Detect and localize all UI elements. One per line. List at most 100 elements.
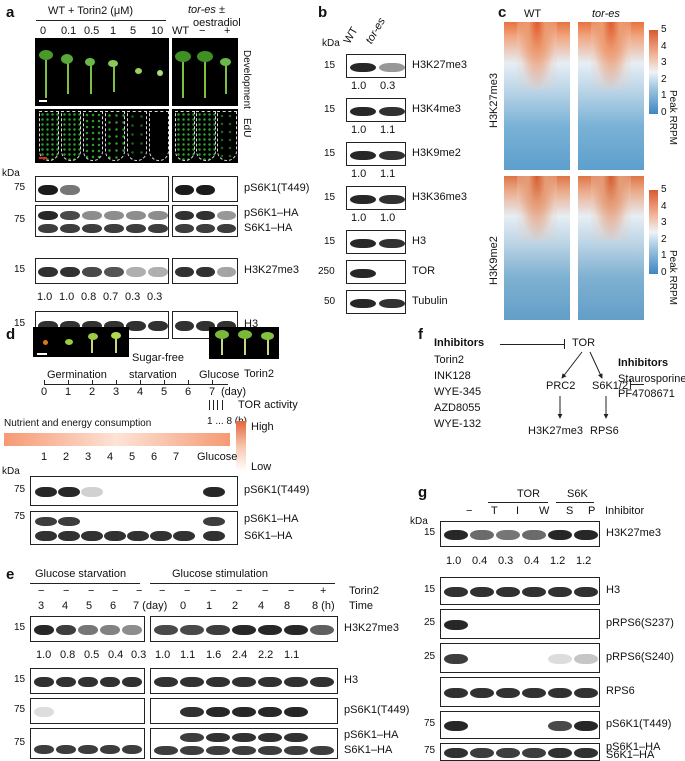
b-value: 1.0: [351, 168, 367, 180]
e-blot-box-left: [30, 728, 145, 759]
g-blot-label: pS6K1(T449): [606, 718, 672, 730]
e-time-label: Time: [349, 600, 374, 612]
b-blot-label: H3K9me2: [412, 147, 461, 159]
e-band: [56, 625, 76, 635]
a-blot-box-left: [35, 205, 169, 237]
e-h3k27-value: 2.2: [258, 649, 274, 661]
g-lane-label: P: [588, 505, 596, 517]
a-band-upper: [82, 211, 102, 220]
e-time-label: 8 (h): [312, 600, 335, 612]
e-h3k27-value: 1.0: [155, 649, 171, 661]
a-mw-label: 15: [14, 318, 26, 329]
g-mw-label: 75: [424, 745, 436, 756]
e-time-label: 3: [38, 600, 45, 612]
e-band-lower: [180, 746, 204, 755]
a-blot-label: pS6K1(T449): [244, 182, 310, 194]
d-mw-label: 75: [14, 511, 26, 522]
d-kda: kDa: [2, 466, 20, 477]
f-arrows: [561, 351, 603, 379]
e-time-label: 6: [110, 600, 117, 612]
a-band: [217, 267, 236, 277]
g-mw-label: 25: [424, 651, 436, 662]
g-band: [496, 748, 520, 758]
panel-label-f: f: [418, 326, 423, 343]
b-value: 1.0: [351, 212, 367, 224]
b-blot-box: [346, 98, 406, 122]
e-band-lower: [284, 746, 308, 755]
a-h3k27-value: 0.3: [147, 291, 163, 303]
f-rps6: RPS6: [590, 425, 619, 437]
e-torin-sign: −: [210, 585, 217, 597]
b-band: [379, 299, 405, 308]
g-h3k27-value: 1.2: [576, 555, 592, 567]
panel-label-g: g: [418, 484, 428, 501]
e-band: [258, 707, 282, 717]
e-mw-label: 15: [14, 674, 26, 685]
a-band-upper: [148, 211, 168, 220]
e-mw-label: 15: [14, 622, 26, 633]
d-band-lower: [81, 531, 103, 541]
g-h3k27-value: 0.3: [498, 555, 514, 567]
e-torin-sign: +: [320, 585, 327, 597]
g-blot-box: [440, 711, 600, 739]
a-band-upper: [175, 211, 194, 220]
c-heatmap-wt-h3k9me2: [504, 176, 570, 320]
e-band: [56, 677, 76, 687]
a-band-lower: [217, 224, 236, 233]
a-band-upper: [217, 211, 236, 220]
d-band-lower: [35, 531, 57, 541]
d-band-lower: [150, 531, 172, 541]
e-torin-sign: −: [112, 585, 119, 597]
e-band: [232, 625, 256, 635]
a-band-lower: [82, 224, 102, 233]
e-torin-sign: −: [88, 585, 95, 597]
d-blot-box: [30, 511, 238, 545]
a-h3k27-value: 0.3: [125, 291, 141, 303]
d-blot-label-s6k: S6K1–HA: [244, 530, 293, 542]
b-band: [379, 195, 405, 204]
g-blot-box: [440, 609, 600, 639]
a-header-torin: WT + Torin2 (μM): [48, 5, 134, 17]
c-scale-tick: 1: [661, 90, 667, 102]
e-band-lower: [310, 746, 334, 755]
d-axis-label: 7: [209, 386, 216, 398]
d-axis-unit: (day): [221, 386, 247, 398]
e-band: [122, 625, 142, 635]
f-inhibitor-left: AZD8055: [434, 402, 481, 414]
c-scale-tick: 4: [661, 40, 667, 52]
a-blot-box-right: [172, 311, 238, 339]
e-band: [258, 625, 282, 635]
g-h3k27-value: 0.4: [524, 555, 540, 567]
e-band-upper: [284, 733, 308, 742]
b-value: 1.1: [380, 168, 396, 180]
f-inhibitor-pf: PF4708671: [618, 388, 675, 400]
g-blot-label: H3: [606, 584, 621, 596]
g-blot-box: [440, 577, 600, 605]
b-value: 1.0: [351, 124, 367, 136]
g-blot-box: [440, 677, 600, 707]
a-band-upper: [126, 211, 146, 220]
e-band: [154, 677, 178, 687]
g-band: [496, 530, 520, 540]
a-band: [148, 321, 168, 331]
d-axis-tick: [212, 380, 213, 384]
g-blot-label: H3K27me3: [606, 527, 662, 539]
a-blot-box-left: [35, 258, 169, 284]
c-scale-tick: 0: [661, 267, 667, 278]
g-band: [444, 654, 468, 664]
d-lane-label: 2: [63, 451, 70, 463]
e-h3k27-value: 0.4: [108, 649, 124, 661]
e-time-label: 4: [258, 600, 265, 612]
c-scale-tick: 5: [661, 184, 667, 195]
f-prc2: PRC2: [546, 380, 576, 392]
g-blot-box: [440, 743, 600, 761]
e-torin-sign: −: [38, 585, 45, 597]
a-mw-label: 75: [14, 214, 26, 225]
d-axis-label: 6: [185, 386, 192, 398]
d-axis-label: 3: [113, 386, 120, 398]
e-time-label: 1: [206, 600, 213, 612]
e-torin-sign: −: [236, 585, 243, 597]
a-blot-box-right: [172, 176, 238, 202]
d-band-upper: [58, 517, 80, 526]
f-inhibitor-staurosporine: Staurosporine: [618, 373, 685, 385]
